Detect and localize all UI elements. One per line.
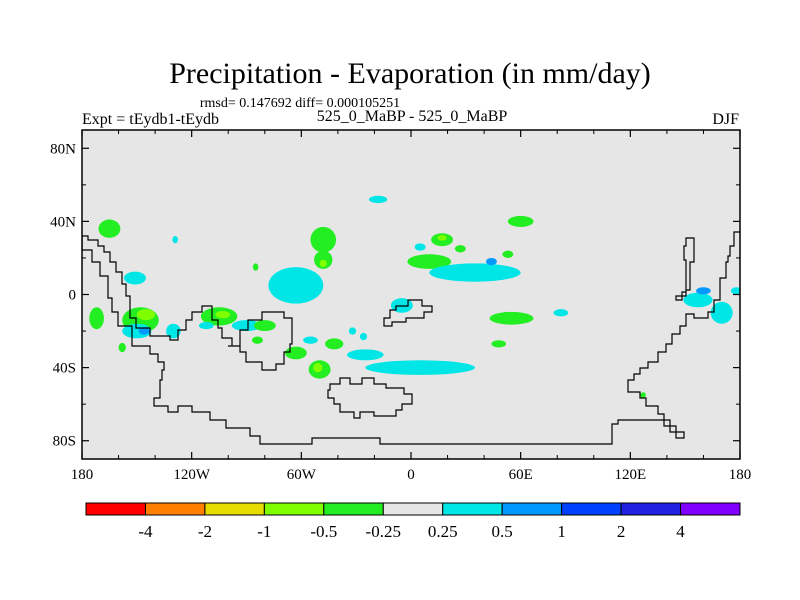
experiment-label: Expt = tEydb1-tEydb [82,111,219,128]
y-axis: 80N 40N 0 40S 80S [50,141,740,450]
comparison-label: 525_0_MaBP - 525_0_MaBP [317,108,508,125]
colorbar-swatch [680,502,741,516]
colorbar: -4 -2 -1 -0.5 -0.25 0.25 0.5 1 2 4 [85,502,741,541]
contour-region [368,195,388,204]
x-tick-label: 60E [509,467,533,483]
contour-region [325,338,344,350]
x-axis: 180 120W 60W 0 60E 120E 180 [71,130,752,483]
contour-region [491,340,507,348]
colorbar-swatch [263,502,325,516]
chart-title: Precipitation - Evaporation (in mm/day) [169,57,651,90]
contour-region [89,307,104,330]
contour-region [118,342,126,353]
contour-region [198,321,214,330]
contour-region [429,263,521,282]
coastline-east-continent [627,231,740,439]
contour-region [640,392,646,398]
colorbar-label: 0.25 [428,522,458,541]
contour-region [138,327,150,335]
colorbar-label: 1 [557,522,566,541]
contour-region [136,309,156,321]
contour-region [284,346,307,360]
colorbar-label: -1 [257,522,271,541]
contour-region [124,271,146,285]
contour-region [489,311,534,325]
continent-outlines [82,231,740,445]
y-tick-label: 40S [53,361,76,377]
colorbar-swatch [144,502,206,516]
contour-region [348,327,357,335]
contour-region [319,259,327,268]
y-tick-label: 80N [50,141,76,157]
colorbar-swatch [501,502,563,516]
contour-region [166,323,181,339]
x-tick-label: 60W [287,467,317,483]
contour-region [310,226,337,253]
contour-region [437,235,447,241]
contour-region [313,363,323,373]
contour-region [730,287,740,295]
contour-region [710,301,733,324]
coastline-west-south [82,236,656,445]
colorbar-label: 0.5 [492,522,513,541]
season-label: DJF [712,111,739,128]
coastline-central-blob [327,377,413,419]
x-tick-label: 120W [173,467,211,483]
contour-region [696,287,711,295]
colorbar-label: 4 [676,522,685,541]
colorbar-swatch [382,502,444,516]
colorbar-swatch [620,502,682,516]
map-background [82,130,740,459]
y-tick-label: 40N [50,214,76,230]
colorbar-label: -4 [138,522,153,541]
contour-region [683,292,713,308]
contour-region [303,336,318,344]
y-tick-label: 80S [53,434,76,450]
colorbar-swatch [204,502,265,516]
colorbar-label: 2 [617,522,626,541]
contour-region [454,245,466,253]
colorbar-label: -2 [198,522,212,541]
contour-region [407,254,452,269]
contour-region [268,267,324,304]
coastline-central-north [383,299,433,327]
y-tick-label: 0 [69,288,77,304]
x-tick-label: 0 [407,467,415,483]
contour-region [414,243,426,251]
contour-region [507,215,534,227]
colorbar-swatch [323,502,384,516]
coastline-west-continent [82,235,293,371]
contour-region [251,336,263,344]
contour-region [98,219,121,238]
contour-region [553,309,569,317]
colorbar-swatch [561,502,622,516]
contour-region [502,250,514,258]
contour-region [347,349,384,361]
colorbar-label: -0.5 [310,522,337,541]
x-tick-label: 120E [614,467,646,483]
contour-region [231,320,262,332]
contour-region [172,236,178,244]
x-tick-label: 180 [71,467,94,483]
contour-region [252,263,259,271]
stats-line: rmsd= 0.147692 diff= 0.000105251 [200,96,400,111]
colorbar-swatch [442,502,503,516]
colorbar-swatch [85,502,146,516]
coastline-east-peninsula [675,237,695,301]
contour-region [485,257,497,266]
colorbar-label: -0.25 [366,522,401,541]
x-tick-label: 180 [729,467,752,483]
contour-region [365,360,475,375]
contour-region [253,320,276,332]
contour-region [215,310,231,319]
contour-region [359,332,368,341]
